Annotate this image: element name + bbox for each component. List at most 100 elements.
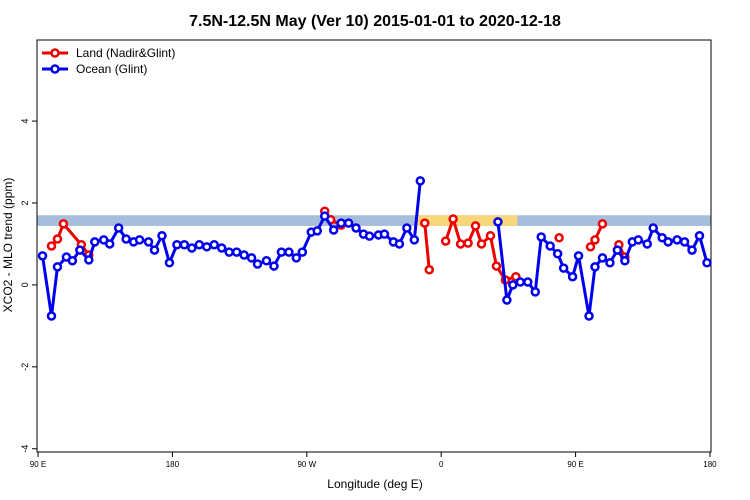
- data-point: [605, 258, 615, 268]
- data-point: [508, 280, 518, 290]
- data-point: [536, 232, 546, 242]
- data-point: [633, 235, 644, 245]
- data-point: [284, 247, 294, 257]
- data-point: [620, 255, 630, 266]
- x-tick-label: 180: [703, 460, 717, 469]
- data-point: [336, 218, 346, 228]
- data-point: [187, 243, 197, 253]
- x-tick-label: 90 E: [30, 460, 46, 469]
- data-point: [113, 223, 124, 233]
- data-point: [319, 211, 330, 221]
- reference-band: [37, 215, 711, 226]
- y-tick-label: 4: [20, 119, 30, 124]
- data-point: [694, 231, 705, 241]
- data-point: [46, 311, 57, 321]
- data-point: [202, 242, 212, 252]
- data-point: [687, 245, 697, 255]
- y-tick-label: 0: [20, 282, 30, 287]
- x-axis-label: Longitude (deg E): [327, 477, 422, 491]
- data-point: [590, 235, 600, 245]
- data-point: [672, 235, 682, 245]
- data-point: [584, 311, 594, 321]
- series-line: [444, 214, 517, 282]
- data-point: [269, 261, 279, 271]
- data-point: [67, 255, 78, 266]
- data-point: [216, 243, 227, 253]
- data-point: [523, 277, 533, 287]
- data-point: [415, 176, 426, 186]
- data-point: [157, 231, 167, 241]
- plot-frame: [36, 39, 712, 453]
- data-point: [291, 253, 302, 263]
- data-point: [149, 245, 160, 255]
- chart-title: 7.5N-12.5N May (Ver 10) 2015-01-01 to 20…: [189, 13, 561, 30]
- data-point: [648, 223, 658, 233]
- data-point: [554, 233, 564, 243]
- data-point: [567, 271, 578, 282]
- data-point: [46, 241, 57, 251]
- data-point: [612, 245, 623, 255]
- data-point: [470, 221, 481, 231]
- data-point: [493, 217, 503, 227]
- data-point: [121, 234, 131, 244]
- data-point: [37, 251, 48, 261]
- data-point: [558, 263, 569, 273]
- data-point: [364, 231, 375, 241]
- data-point: [172, 240, 182, 250]
- band-highlight: [415, 215, 518, 226]
- data-point: [440, 236, 451, 246]
- y-tick-label: 2: [20, 200, 30, 205]
- data-point: [231, 247, 242, 257]
- data-point: [276, 247, 287, 257]
- data-point: [194, 240, 205, 250]
- data-point: [239, 250, 249, 260]
- data-point: [420, 218, 430, 228]
- data-point: [224, 247, 234, 257]
- data-point: [84, 255, 94, 265]
- data-point: [52, 234, 63, 244]
- data-point: [485, 231, 496, 241]
- data-point: [98, 235, 109, 245]
- data-point: [351, 223, 361, 233]
- x-tick-label: 180: [166, 460, 180, 469]
- data-point: [252, 259, 263, 269]
- legend-marker: [50, 48, 60, 58]
- data-point: [261, 255, 272, 266]
- legend-marker: [50, 64, 60, 74]
- data-point: [52, 262, 63, 272]
- legend-label: Land (Nadir&Glint): [76, 46, 175, 60]
- data-point: [463, 238, 473, 248]
- data-point: [58, 219, 69, 229]
- data-point: [597, 253, 608, 263]
- data-point: [328, 225, 339, 235]
- legend-label: Ocean (Glint): [76, 62, 147, 76]
- data-point: [679, 237, 690, 247]
- data-point: [402, 223, 412, 233]
- data-point: [312, 226, 323, 236]
- data-point: [590, 262, 600, 272]
- series-line: [423, 222, 431, 270]
- data-point: [394, 239, 405, 249]
- data-point: [515, 277, 526, 287]
- data-point: [134, 235, 145, 245]
- y-tick-label: -4: [20, 445, 30, 453]
- data-point: [104, 239, 115, 249]
- data-point: [491, 261, 502, 271]
- x-tick-label: 90 E: [567, 460, 583, 469]
- data-point: [179, 240, 190, 250]
- data-point: [573, 251, 584, 261]
- data-point: [642, 239, 652, 249]
- y-axis-label: XCO2 - MLO trend (ppm): [1, 178, 15, 313]
- x-tick-label: 90 W: [297, 460, 316, 469]
- data-point: [409, 235, 420, 245]
- data-point: [663, 237, 673, 247]
- data-point: [379, 229, 390, 239]
- y-tick-label: -2: [20, 363, 30, 371]
- data-point: [424, 265, 434, 275]
- data-point: [164, 258, 175, 268]
- data-point: [476, 239, 487, 249]
- data-point: [702, 258, 712, 268]
- data-point: [209, 240, 219, 250]
- data-point: [75, 245, 85, 255]
